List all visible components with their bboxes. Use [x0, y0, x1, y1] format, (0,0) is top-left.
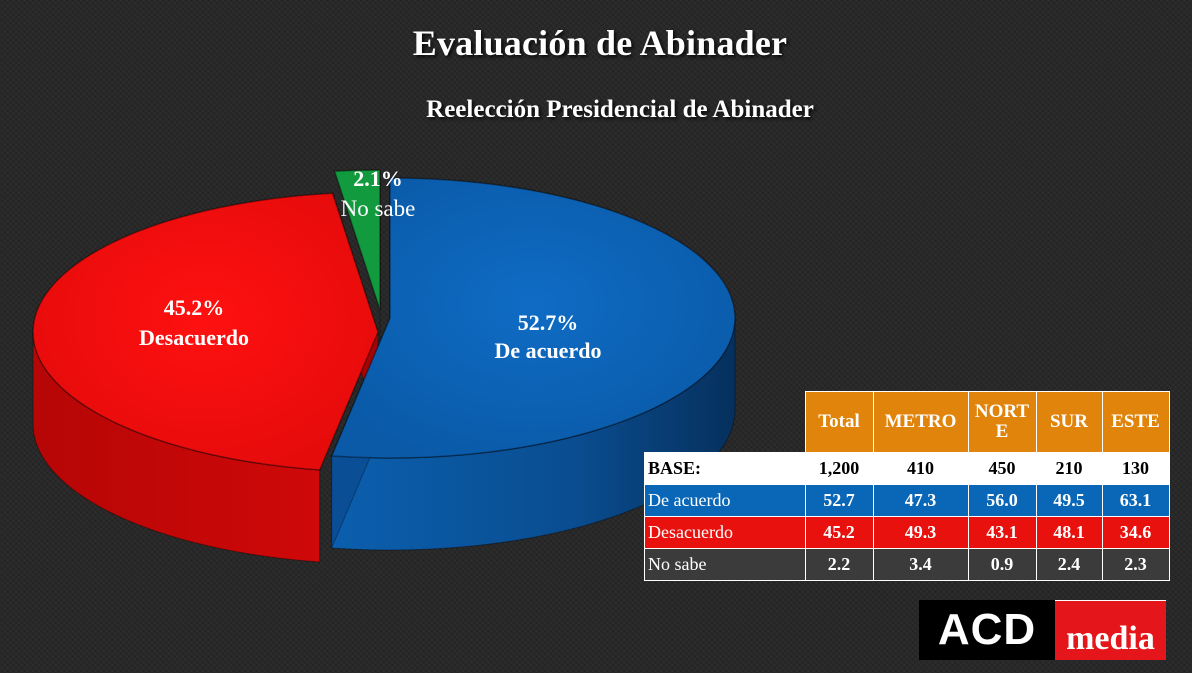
- slice-category-label-desacuerdo: Desacuerdo: [139, 325, 249, 350]
- slice-deacuerdo: [330, 177, 736, 459]
- table-cell: 49.5: [1035, 484, 1103, 517]
- slice-category-label-nosabe: No sabe: [341, 196, 416, 221]
- header-total: Total: [818, 411, 860, 432]
- table-cell: 63.1: [1101, 484, 1170, 517]
- table-row: Desacuerdo 45.2 49.3 43.1 48.1 34.6: [644, 516, 1170, 549]
- table-header-row: Total METRO NORT E SUR ESTE: [645, 391, 1170, 453]
- table-header-cell: ESTE: [1101, 391, 1170, 453]
- results-table: Total METRO NORT E SUR ESTE BASE: 1,200 4…: [644, 391, 1170, 581]
- row-label: BASE:: [644, 452, 806, 485]
- slice-desacuerdo: [32, 192, 379, 471]
- logo-suffix: media: [1055, 600, 1166, 660]
- logo-brand: ACD: [937, 605, 1037, 654]
- table-header-cell: Total: [804, 391, 874, 453]
- table-row: No sabe 2.2 3.4 0.9 2.4 2.3: [644, 548, 1170, 581]
- table-header-cell: METRO: [872, 391, 969, 453]
- table-cell: 48.1: [1035, 516, 1103, 549]
- table-cell: 34.6: [1101, 516, 1170, 549]
- table-cell: 210: [1035, 452, 1103, 485]
- page-title: Evaluación de Abinader: [412, 23, 788, 63]
- table-header-cell: NORT E: [967, 391, 1037, 453]
- table-corner-cell: [645, 392, 806, 453]
- row-label: No sabe: [644, 548, 806, 581]
- header-norte-line1: NORT: [974, 401, 1030, 422]
- slice-value-label-nosabe: 2.1%: [353, 166, 403, 191]
- table-cell: 1,200: [804, 452, 874, 485]
- table-cell: 52.7: [804, 484, 874, 517]
- table-cell: 56.0: [967, 484, 1037, 517]
- table-row: BASE: 1,200 410 450 210 130: [644, 452, 1170, 485]
- table-cell: 0.9: [967, 548, 1037, 581]
- table-header-cell: SUR: [1035, 391, 1103, 453]
- slice-nosabe: [333, 169, 381, 311]
- slice-category-label-deacuerdo: De acuerdo: [495, 338, 602, 363]
- table-cell: 2.3: [1101, 548, 1170, 581]
- slice-value-label-desacuerdo: 45.2%: [164, 295, 225, 320]
- table-cell: 43.1: [967, 516, 1037, 549]
- slice-value-label-deacuerdo: 52.7%: [518, 310, 579, 335]
- table-cell: 2.4: [1035, 548, 1103, 581]
- table-cell: 49.3: [872, 516, 969, 549]
- row-label: Desacuerdo: [644, 516, 806, 549]
- row-label: De acuerdo: [644, 484, 806, 517]
- header-metro: METRO: [884, 411, 957, 432]
- table-cell: 450: [967, 452, 1037, 485]
- table-cell: 130: [1101, 452, 1170, 485]
- acd-media-logo: ACD media: [919, 600, 1166, 660]
- table-cell: 47.3: [872, 484, 969, 517]
- table-cell: 2.2: [804, 548, 874, 581]
- header-este: ESTE: [1111, 411, 1160, 432]
- table-cell: 410: [872, 452, 969, 485]
- table-cell: 3.4: [872, 548, 969, 581]
- header-norte-line2: E: [995, 421, 1009, 442]
- chart-subtitle: Reelección Presidencial de Abinader: [426, 96, 814, 123]
- header-sur: SUR: [1049, 411, 1088, 432]
- table-row: De acuerdo 52.7 47.3 56.0 49.5 63.1: [644, 484, 1170, 517]
- table-cell: 45.2: [804, 516, 874, 549]
